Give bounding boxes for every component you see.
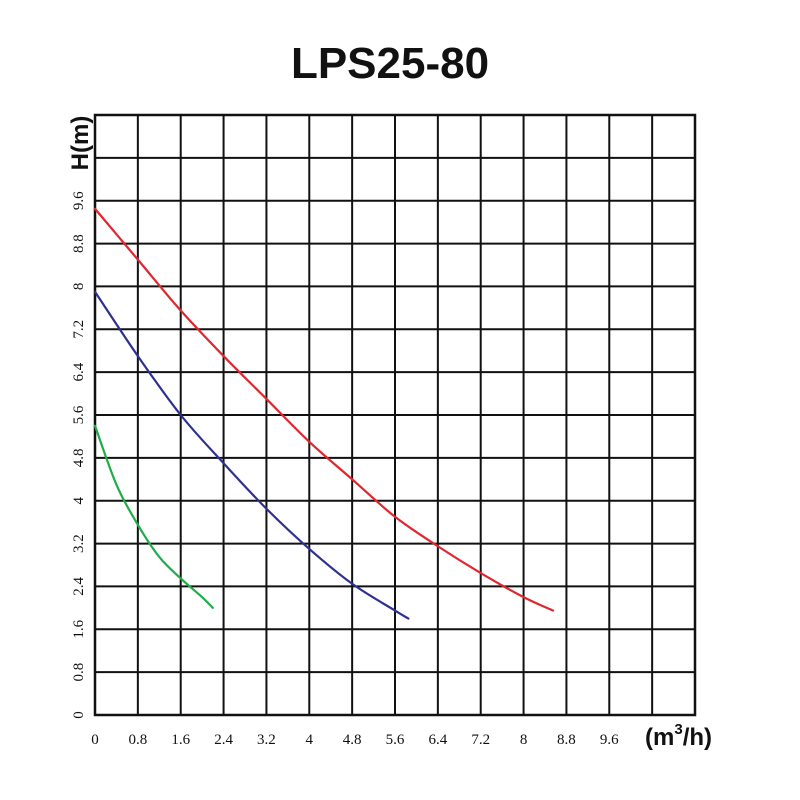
y-axis-label: H(m) (67, 116, 94, 171)
x-tick-label: 8 (520, 732, 528, 748)
x-tick-label: 0.8 (128, 732, 147, 748)
x-axis-label-sup: 3 (674, 721, 682, 738)
series-line-2 (93, 290, 410, 620)
chart-title: LPS25-80 (291, 39, 489, 88)
y-tick-label: 6.4 (71, 362, 87, 381)
curves (93, 207, 555, 620)
series-line-3 (93, 424, 214, 609)
x-tick-label: 8.8 (557, 732, 576, 748)
x-tick-label: 9.6 (600, 732, 619, 748)
grid (94, 114, 696, 716)
x-tick-label: 4.8 (343, 732, 362, 748)
x-tick-label: 6.4 (428, 732, 447, 748)
y-tick-labels: 0 0.8 1.6 2.4 3.2 4 4.8 5.6 6.4 7.2 8 8.8 9.6 (71, 191, 87, 719)
x-tick-label: 1.6 (171, 732, 190, 748)
y-tick-label: 2.4 (71, 577, 87, 596)
x-tick-label: 5.6 (386, 732, 405, 748)
x-tick-label: 7.2 (471, 732, 490, 748)
y-tick-label: 1.6 (71, 619, 87, 638)
y-tick-label: 4 (71, 496, 87, 504)
x-tick-label: 3.2 (257, 732, 276, 748)
x-tick-label: 4 (306, 732, 314, 748)
y-tick-label: 9.6 (71, 191, 87, 210)
plot-frame (93, 113, 697, 717)
x-tick-label: 0 (91, 732, 99, 748)
y-tick-label: 3.2 (71, 534, 87, 553)
x-tick-label: 2.4 (214, 732, 233, 748)
y-tick-label: 5.6 (71, 405, 87, 424)
y-tick-label: 8.8 (71, 234, 87, 253)
y-tick-label: 4.8 (71, 448, 87, 467)
x-tick-labels: 0 0.8 1.6 2.4 3.2 4 4.8 5.6 6.4 7.2 8 8.8 9.6 (91, 732, 619, 748)
y-tick-label: 7.2 (71, 320, 87, 339)
y-tick-label: 8 (71, 283, 87, 291)
series-line-1 (93, 207, 555, 612)
y-tick-label: 0.8 (71, 663, 87, 682)
y-tick-label: 0 (71, 711, 87, 719)
x-axis-label-end: /h) (683, 724, 712, 751)
x-axis-label-base: (m (645, 724, 674, 751)
x-axis-label: (m3/h) (645, 721, 712, 751)
